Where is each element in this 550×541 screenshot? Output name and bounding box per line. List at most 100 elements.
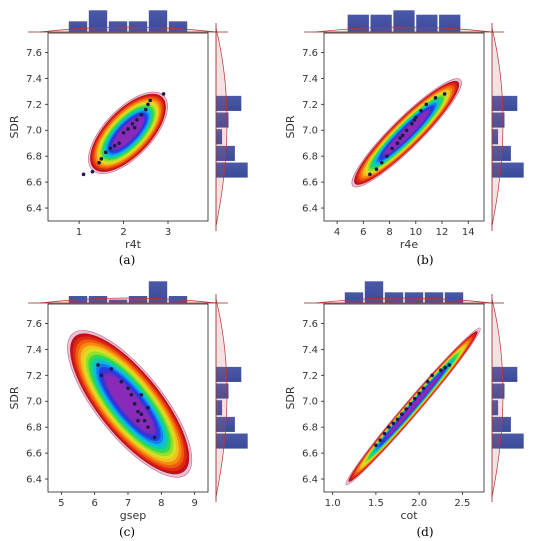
x-tick-label: 14 — [462, 227, 475, 238]
y-tick-label: 7.2 — [302, 371, 318, 382]
x-tick-label: 1 — [76, 227, 82, 238]
y-tick-label: 7.2 — [26, 371, 42, 382]
x-tick-label: 3 — [165, 227, 171, 238]
y-tick-label: 7.4 — [302, 345, 318, 356]
x-tick-label: 9 — [191, 498, 197, 509]
x-tick-label: 7 — [125, 498, 131, 509]
y-tick-label: 6.8 — [302, 423, 318, 434]
y-axis-label: SDR — [284, 115, 297, 138]
data-point — [395, 417, 400, 422]
panel-caption: (b) — [416, 253, 433, 267]
panel-caption: (d) — [416, 525, 433, 539]
data-point — [130, 121, 135, 126]
data-point — [382, 431, 387, 436]
data-point — [99, 373, 104, 378]
y-tick-label: 6.4 — [302, 475, 318, 486]
data-point — [97, 160, 101, 165]
x-tick-label: 2.0 — [411, 498, 427, 509]
data-point — [132, 125, 137, 130]
y-tick-label: 7.4 — [26, 74, 42, 85]
y-tick-label: 6.4 — [26, 204, 42, 215]
data-point — [129, 392, 134, 397]
data-point — [417, 391, 421, 396]
data-point — [412, 118, 417, 122]
right-kde-curve — [491, 298, 504, 498]
x-tick-label: 5 — [58, 498, 64, 509]
x-tick-label: 1.5 — [368, 498, 384, 509]
data-point — [374, 167, 379, 171]
y-tick-label: 7.4 — [302, 74, 318, 85]
data-point — [139, 112, 144, 117]
data-point — [136, 418, 140, 423]
data-point — [374, 443, 378, 448]
kde-level-15 — [113, 117, 143, 149]
y-tick-label: 7.0 — [302, 397, 318, 408]
x-tick-label: 8 — [386, 227, 392, 238]
data-point — [368, 172, 372, 177]
x-axis-label: gsep — [120, 509, 146, 522]
y-tick-label: 6.6 — [302, 449, 318, 460]
data-point — [379, 160, 384, 165]
chart-panel-4: 6.4 6.6 6.8 7.0 7.2 7.4 7.6 1.0 1.5 2.0 2.5 cot SDR (… — [284, 280, 525, 539]
data-point — [81, 172, 86, 177]
kde-level-15 — [386, 375, 440, 438]
top-kde-curve — [39, 26, 217, 33]
data-point — [430, 373, 434, 378]
y-axis-label: SDR — [8, 115, 21, 138]
y-tick-label: 7.0 — [26, 397, 42, 408]
y-tick-label: 7.4 — [26, 345, 42, 356]
data-point — [136, 409, 140, 414]
plot-area — [323, 303, 485, 493]
x-tick-label: 6 — [360, 227, 366, 238]
panel-caption: (a) — [119, 253, 136, 267]
data-point — [404, 407, 408, 411]
right-kde-curve — [215, 27, 228, 227]
data-point — [404, 128, 409, 133]
y-axis-label: SDR — [8, 386, 21, 409]
y-tick-label: 7.6 — [302, 48, 318, 59]
y-tick-label: 7.2 — [26, 100, 42, 111]
x-tick-label: 1.0 — [325, 498, 341, 509]
x-tick-label: 4 — [334, 227, 340, 238]
y-tick-label: 6.4 — [26, 475, 42, 486]
y-tick-label: 6.4 — [302, 204, 318, 215]
data-point — [424, 102, 429, 107]
panel-caption: (c) — [119, 525, 135, 539]
y-tick-label: 6.6 — [302, 178, 318, 189]
data-point — [117, 141, 121, 146]
data-point — [146, 102, 150, 107]
data-point — [152, 435, 157, 440]
right-kde-curve — [215, 298, 228, 498]
y-tick-label: 7.0 — [302, 126, 318, 137]
data-point — [413, 396, 417, 401]
kde-level-15 — [106, 375, 153, 432]
x-tick-label: 2.5 — [454, 498, 470, 509]
data-point — [90, 169, 95, 174]
data-point — [390, 146, 394, 151]
data-point — [425, 379, 430, 384]
data-point — [387, 425, 391, 429]
y-tick-label: 7.0 — [26, 126, 42, 137]
data-point — [143, 107, 148, 112]
data-point — [146, 425, 150, 429]
y-tick-label: 6.6 — [26, 178, 42, 189]
data-point — [142, 418, 147, 423]
y-axis-label: SDR — [284, 386, 297, 409]
data-point — [126, 386, 130, 391]
data-point — [398, 136, 402, 140]
x-tick-label: 6 — [91, 498, 97, 509]
data-point — [385, 154, 389, 158]
data-point — [126, 127, 130, 131]
data-point — [139, 392, 144, 397]
x-axis-label: r4e — [400, 238, 419, 251]
data-point — [400, 133, 405, 138]
data-point — [408, 402, 413, 406]
chart-panel-1: 6.4 6.6 6.8 7.0 7.2 7.4 7.6 1 2 3 r4t SDR (a) — [8, 9, 249, 267]
chart-panel-3: 6.4 6.6 6.8 7.0 7.2 7.4 7.6 5 6 7 8 9 gsep SDR (c) — [8, 280, 249, 539]
y-tick-label: 6.8 — [26, 152, 42, 163]
x-axis-label: r4t — [125, 238, 142, 251]
data-point — [442, 92, 447, 96]
top-kde-curve — [315, 26, 493, 33]
data-point — [433, 96, 438, 100]
x-tick-label: 12 — [436, 227, 449, 238]
